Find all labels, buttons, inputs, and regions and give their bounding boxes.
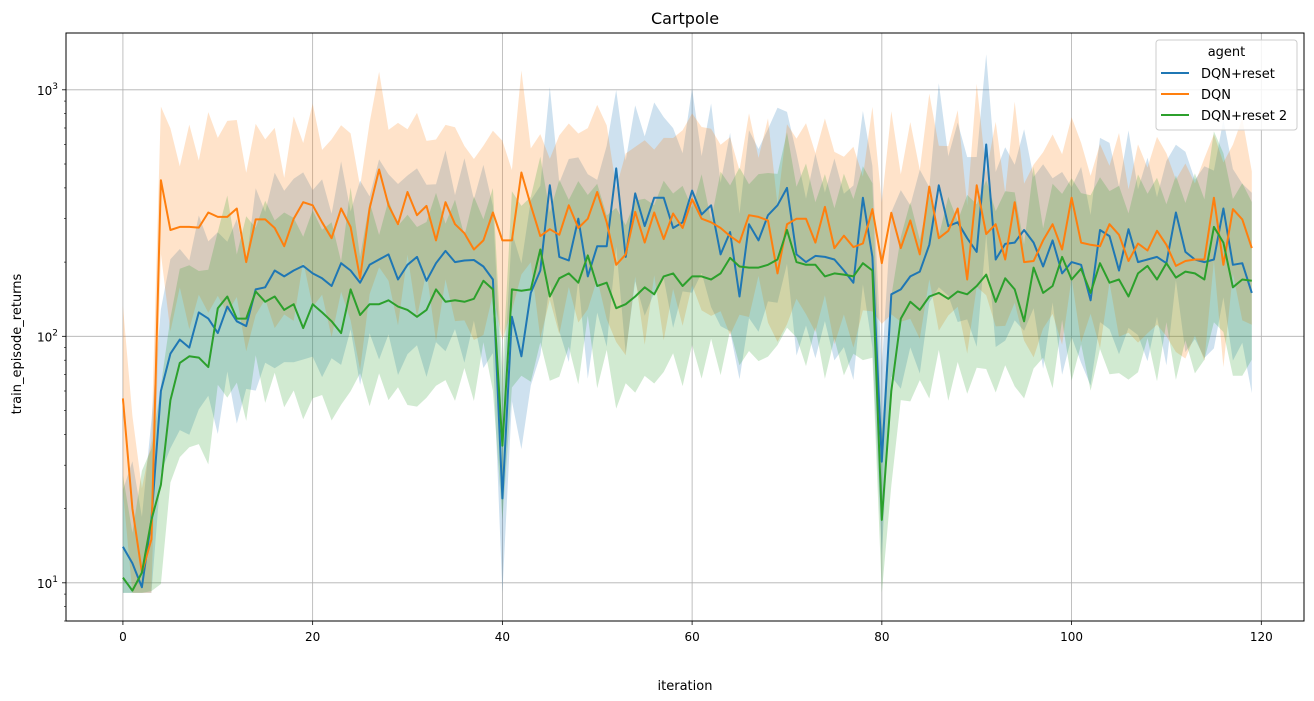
x-tick-label: 120	[1250, 630, 1273, 644]
series-lines	[121, 143, 1253, 592]
y-tick-label: 103	[37, 82, 58, 98]
y-tick-label: 102	[37, 328, 58, 344]
x-axis-label: iteration	[658, 679, 713, 694]
y-axis-label: train_episode_returns	[10, 273, 25, 414]
series-line	[121, 168, 1253, 574]
x-tick-label: 20	[305, 630, 320, 644]
confidence-band	[122, 54, 1252, 593]
legend: agent DQN+reset DQN DQN+reset 2	[1155, 39, 1298, 131]
chart-title: Cartpole	[651, 9, 719, 28]
y-axis-ticks: 101 102 103	[37, 82, 66, 622]
grid	[66, 33, 1304, 621]
legend-label: DQN+reset	[1201, 67, 1275, 82]
legend-box	[1155, 39, 1298, 131]
x-tick-label: 40	[495, 630, 510, 644]
axes-frame	[65, 32, 1305, 622]
y-tick-label: 101	[37, 575, 58, 591]
x-tick-label: 0	[119, 630, 127, 644]
x-axis-ticks: 0 20 40 60 80 100 120	[119, 621, 1273, 644]
legend-title: agent	[1208, 45, 1246, 60]
series-line	[122, 225, 1252, 592]
legend-label: DQN+reset 2	[1201, 109, 1287, 124]
legend-label: DQN	[1201, 88, 1231, 103]
x-tick-label: 100	[1060, 630, 1083, 644]
x-tick-label: 60	[684, 630, 699, 644]
x-tick-label: 80	[874, 630, 889, 644]
series-line	[122, 143, 1253, 589]
